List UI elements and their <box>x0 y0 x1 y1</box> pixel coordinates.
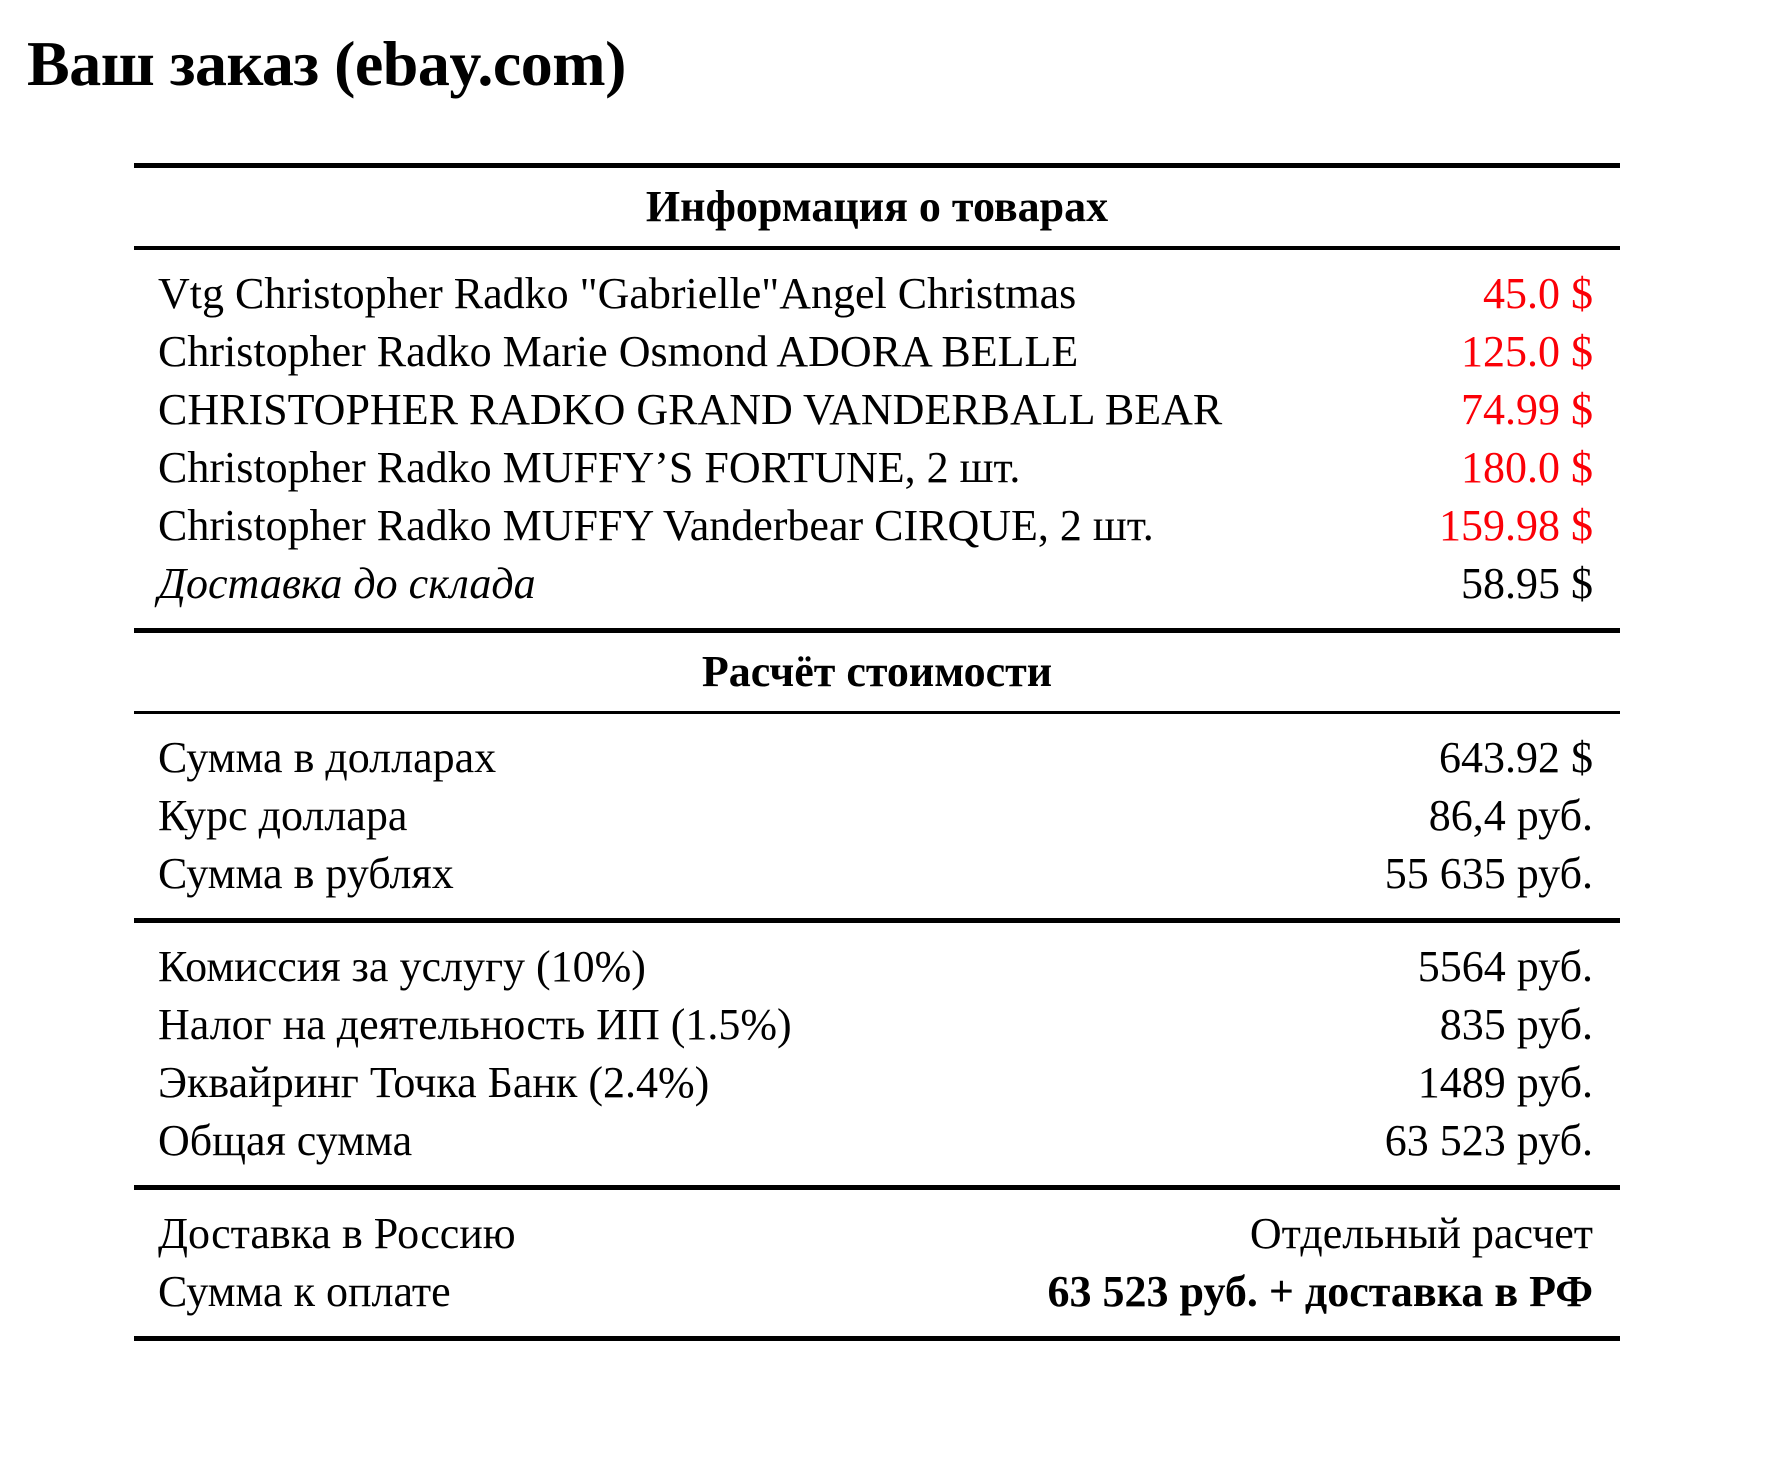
russia-shipping-row: Доставка в Россию Отдельный расчет <box>134 1205 1620 1263</box>
product-price: 159.98 $ <box>1439 500 1593 550</box>
product-row: CHRISTOPHER RADKO GRAND VANDERBALL BEAR … <box>134 381 1620 439</box>
russia-shipping-label: Доставка в Россию <box>158 1208 516 1258</box>
product-name: Christopher Radko Marie Osmond ADORA BEL… <box>158 326 1079 376</box>
russia-shipping-value: Отдельный расчет <box>1249 1208 1593 1258</box>
fee-value: 5564 руб. <box>1417 941 1593 991</box>
cost-label: Сумма в рублях <box>158 848 454 898</box>
cost-calc-section: Сумма в долларах 643.92 $ Курс доллара 8… <box>134 714 1620 918</box>
warehouse-shipping-price: 58.95 $ <box>1461 558 1593 608</box>
cost-label: Курс доллара <box>158 790 408 840</box>
product-name: Vtg Christopher Radko "Gabrielle"Angel C… <box>158 268 1077 318</box>
product-row: Vtg Christopher Radko "Gabrielle"Angel C… <box>134 265 1620 323</box>
cost-row: Сумма в рублях 55 635 руб. <box>134 845 1620 903</box>
product-price: 125.0 $ <box>1461 326 1593 376</box>
fees-section: Комиссия за услугу (10%) 5564 руб. Налог… <box>134 923 1620 1185</box>
amount-due-value: 63 523 руб. + доставка в РФ <box>1047 1266 1593 1316</box>
fee-row: Эквайринг Точка Банк (2.4%) 1489 руб. <box>134 1054 1620 1112</box>
fee-row: Налог на деятельность ИП (1.5%) 835 руб. <box>134 996 1620 1054</box>
fee-label: Комиссия за услугу (10%) <box>158 941 646 991</box>
products-section-header: Информация о товарах <box>645 182 1109 232</box>
product-name: Christopher Radko MUFFY’S FORTUNE, 2 шт. <box>158 442 1021 492</box>
grand-total-row: Общая сумма 63 523 руб. <box>134 1112 1620 1170</box>
fee-value: 1489 руб. <box>1417 1057 1593 1107</box>
section-divider-rule <box>134 917 1620 923</box>
fee-value: 835 руб. <box>1439 999 1593 1049</box>
product-name: Christopher Radko MUFFY Vanderbear CIRQU… <box>158 500 1154 550</box>
amount-due-row: Сумма к оплате 63 523 руб. + доставка в … <box>134 1263 1620 1321</box>
warehouse-shipping-row: Доставка до склада 58.95 $ <box>134 555 1620 613</box>
cost-label: Сумма в долларах <box>158 732 497 782</box>
grand-total-label: Общая сумма <box>158 1115 413 1165</box>
product-price: 74.99 $ <box>1461 384 1593 434</box>
cost-row: Сумма в долларах 643.92 $ <box>134 729 1620 787</box>
fee-label: Налог на деятельность ИП (1.5%) <box>158 999 792 1049</box>
page: Ваш заказ (ebay.com) Информация о товара… <box>0 26 1775 1341</box>
order-table: Информация о товарах Vtg Christopher Rad… <box>134 162 1620 1341</box>
cost-value: 643.92 $ <box>1439 732 1593 782</box>
cost-value: 55 635 руб. <box>1384 848 1593 898</box>
product-row: Christopher Radko MUFFY Vanderbear CIRQU… <box>134 497 1620 555</box>
products-section: Vtg Christopher Radko "Gabrielle"Angel C… <box>134 250 1620 628</box>
page-title: Ваш заказ (ebay.com) <box>27 28 626 99</box>
product-price: 45.0 $ <box>1483 268 1593 318</box>
product-row: Christopher Radko MUFFY’S FORTUNE, 2 шт.… <box>134 439 1620 497</box>
table-bottom-rule <box>134 1335 1620 1341</box>
amount-due-label: Сумма к оплате <box>158 1266 451 1316</box>
cost-section-header: Расчёт стоимости <box>701 647 1053 697</box>
product-name: CHRISTOPHER RADKO GRAND VANDERBALL BEAR <box>158 384 1223 434</box>
product-row: Christopher Radko Marie Osmond ADORA BEL… <box>134 323 1620 381</box>
totals-section: Доставка в Россию Отдельный расчет Сумма… <box>134 1190 1620 1336</box>
fee-row: Комиссия за услугу (10%) 5564 руб. <box>134 938 1620 996</box>
cost-value: 86,4 руб. <box>1428 790 1593 840</box>
grand-total-value: 63 523 руб. <box>1384 1115 1593 1165</box>
section-divider-rule <box>134 627 1620 633</box>
cost-header-rule <box>134 710 1620 714</box>
products-header-rule <box>134 245 1620 250</box>
fee-label: Эквайринг Точка Банк (2.4%) <box>158 1057 710 1107</box>
section-divider-rule <box>134 1184 1620 1190</box>
warehouse-shipping-label: Доставка до склада <box>158 558 536 608</box>
table-top-rule <box>134 162 1620 168</box>
cost-row: Курс доллара 86,4 руб. <box>134 787 1620 845</box>
product-price: 180.0 $ <box>1461 442 1593 492</box>
